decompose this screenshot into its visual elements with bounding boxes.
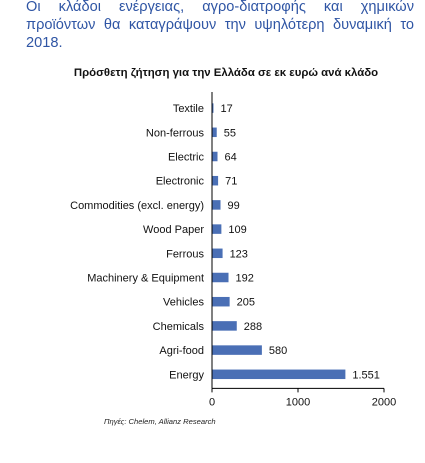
bar-8 (212, 296, 230, 307)
value-label: 99 (228, 200, 240, 212)
bar-6 (212, 248, 223, 259)
source-note: Πηγές: Chelem, Allianz Research (104, 417, 216, 426)
value-label: 580 (269, 345, 287, 357)
bar-7 (212, 272, 229, 283)
chart-title: Πρόσθετη ζήτηση για την Ελλάδα σε εκ ευρ… (73, 67, 379, 79)
category-label: Energy (169, 369, 204, 381)
category-label: Commodities (excl. energy) (70, 200, 204, 212)
x-tick-label: 1000 (286, 396, 310, 408)
category-label: Electronic (156, 176, 205, 188)
category-label: Agri-food (159, 345, 204, 357)
value-label: 205 (237, 297, 255, 309)
value-label: 64 (225, 152, 237, 164)
bar-0 (212, 103, 214, 113)
category-label: Vehicles (163, 297, 204, 309)
bar-9 (212, 321, 237, 331)
value-label: 55 (224, 127, 236, 139)
value-label: 17 (220, 103, 232, 115)
category-label: Machinery & Equipment (87, 273, 204, 285)
value-label: 109 (228, 224, 246, 236)
bar-4 (212, 200, 221, 210)
value-label: 71 (225, 176, 237, 188)
category-label: Textile (173, 103, 204, 115)
category-label: Chemicals (153, 321, 205, 333)
category-label: Electric (168, 152, 205, 164)
intro-paragraph: Οι κλάδοι ενέργειας, αγρο-διατροφής και … (26, 0, 414, 51)
value-label: 123 (230, 248, 248, 260)
category-label: Non-ferrous (146, 127, 205, 139)
bar-2 (212, 151, 218, 162)
value-label: 288 (244, 321, 262, 333)
bar-5 (212, 224, 222, 234)
category-label: Ferrous (166, 248, 204, 260)
x-tick-label: 0 (209, 396, 215, 408)
value-label: 1.551 (352, 369, 380, 381)
bar-1 (212, 127, 217, 138)
bar-3 (212, 175, 219, 186)
value-label: 192 (236, 273, 254, 285)
bar-11 (212, 369, 346, 380)
category-label: Wood Paper (143, 224, 204, 236)
bar-10 (212, 345, 262, 355)
x-tick-label: 2000 (372, 396, 396, 408)
